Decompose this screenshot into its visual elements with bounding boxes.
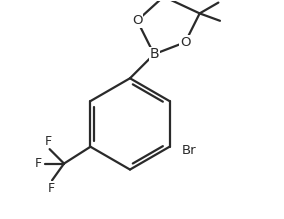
Text: F: F xyxy=(45,135,52,148)
Text: O: O xyxy=(132,14,143,27)
Text: B: B xyxy=(149,47,159,61)
Text: Br: Br xyxy=(181,144,196,157)
Text: F: F xyxy=(35,157,42,170)
Text: O: O xyxy=(180,36,191,49)
Text: F: F xyxy=(47,182,54,194)
